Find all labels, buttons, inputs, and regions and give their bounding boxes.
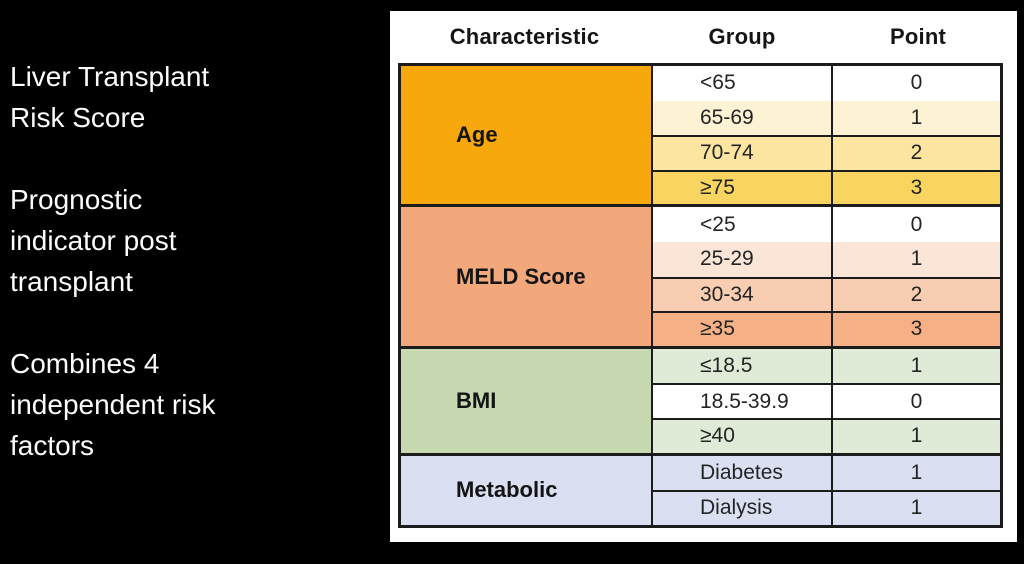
- group-cell: Dialysis: [651, 490, 833, 525]
- slide-bullet-prognostic: Prognostic indicator post transplant: [10, 179, 350, 302]
- column-header-characteristic: Characteristic: [449, 24, 600, 49]
- point-cell: 1: [833, 100, 1000, 136]
- characteristic-cell: Age: [401, 66, 651, 205]
- slide-title: Liver Transplant Risk Score: [10, 56, 350, 138]
- point-cell: 2: [833, 276, 1000, 312]
- group-cell: ≥35: [651, 311, 833, 346]
- group-cell: <65: [651, 66, 833, 101]
- group-cell: ≥40: [651, 417, 833, 453]
- table-body: Age <65 0 65-69 1 70-74 2 ≥75 3 MELD Score <25 0 25-…: [398, 63, 1003, 528]
- section-meld-score: MELD Score <25 0 25-29 1 30-34 2 ≥35 3: [401, 204, 1000, 346]
- group-cell: ≤18.5: [651, 348, 833, 384]
- group-cell: 18.5-39.9: [651, 383, 833, 418]
- slide-text-line: independent risk: [10, 389, 216, 420]
- group-cell: ≥75: [651, 169, 833, 205]
- point-cell: 0: [833, 383, 1000, 418]
- section-bmi: BMI ≤18.5 1 18.5-39.9 0 ≥40 1: [401, 345, 1000, 453]
- point-cell: 1: [833, 417, 1000, 453]
- group-cell: Diabetes: [651, 455, 833, 491]
- point-cell: 1: [833, 348, 1000, 384]
- group-cell: 25-29: [651, 241, 833, 277]
- section-age: Age <65 0 65-69 1 70-74 2 ≥75 3: [401, 66, 1000, 205]
- slide-text-line: Combines 4: [10, 348, 160, 379]
- point-cell: 3: [833, 169, 1000, 205]
- characteristic-cell: MELD Score: [401, 207, 651, 346]
- slide-bullet-combines: Combines 4 independent risk factors: [10, 343, 350, 466]
- characteristic-cell: Metabolic: [401, 455, 651, 525]
- slide-text-line: transplant: [10, 266, 133, 297]
- slide-text-line: indicator post: [10, 225, 177, 256]
- slide-text-line: Prognostic: [10, 184, 143, 215]
- point-cell: 0: [833, 66, 1000, 101]
- point-cell: 1: [833, 241, 1000, 277]
- column-header-point: Point: [890, 24, 946, 49]
- point-cell: 0: [833, 207, 1000, 242]
- characteristic-cell: BMI: [401, 348, 651, 453]
- point-cell: 1: [833, 455, 1000, 491]
- section-metabolic: Metabolic Diabetes 1 Dialysis 1: [401, 452, 1000, 525]
- slide-text-line: factors: [10, 430, 95, 461]
- table-header-row: Characteristic Group Point: [398, 11, 1003, 63]
- group-cell: <25: [651, 207, 833, 242]
- point-cell: 3: [833, 311, 1000, 346]
- column-header-group: Group: [708, 24, 776, 49]
- slide-text-block: Liver Transplant Risk Score Prognostic i…: [10, 56, 350, 466]
- slide-title-line: Risk Score: [10, 102, 146, 133]
- point-cell: 1: [833, 490, 1000, 525]
- group-cell: 30-34: [651, 276, 833, 312]
- slide-title-line: Liver Transplant: [10, 61, 210, 92]
- point-cell: 2: [833, 135, 1000, 170]
- group-cell: 65-69: [651, 100, 833, 136]
- group-cell: 70-74: [651, 135, 833, 170]
- risk-score-table-panel: Characteristic Group Point Age <65 0 65-69 1…: [390, 11, 1017, 542]
